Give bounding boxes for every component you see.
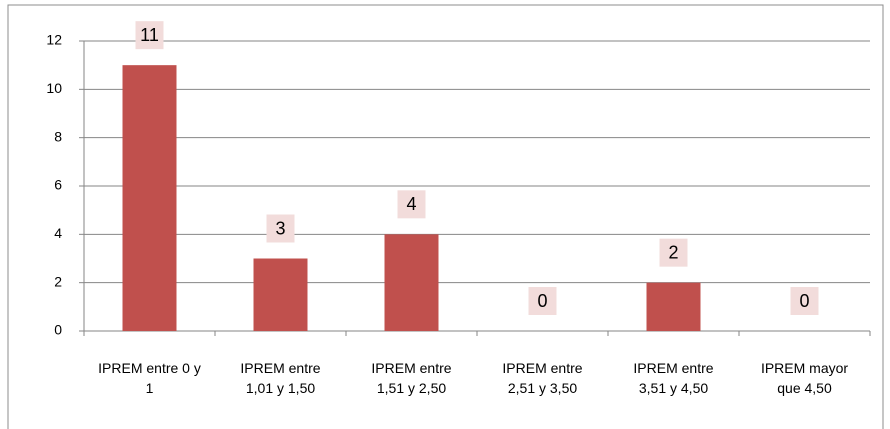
data-label-box xyxy=(135,21,164,50)
data-label-box xyxy=(397,190,426,219)
data-label: 3 xyxy=(275,218,285,238)
bar xyxy=(122,65,177,332)
data-label: 11 xyxy=(140,25,159,45)
y-tick-label: 12 xyxy=(46,32,62,48)
chart-frame xyxy=(7,4,884,429)
y-tick-label: 2 xyxy=(54,273,62,289)
bar xyxy=(384,234,439,331)
x-tick-label: IPREM entre 2,51 y 3,50 xyxy=(502,360,583,396)
bar xyxy=(646,282,701,331)
y-tick-label: 0 xyxy=(54,322,62,338)
x-tick-label: IPREM entre 1,01 y 1,50 xyxy=(240,360,321,396)
y-tick-label: 4 xyxy=(54,225,62,241)
x-tick-label: IPREM entre 1,51 y 2,50 xyxy=(371,360,452,396)
y-tick-label: 10 xyxy=(46,80,62,96)
data-label: 0 xyxy=(537,291,547,311)
x-tick-label: IPREM entre 0 y 1 xyxy=(98,360,201,396)
data-label: 0 xyxy=(799,291,809,311)
data-label-box xyxy=(659,238,688,267)
bar xyxy=(253,258,308,331)
x-tick-label: IPREM entre 3,51 y 4,50 xyxy=(633,360,714,396)
data-label: 2 xyxy=(668,242,678,262)
y-tick-label: 8 xyxy=(54,128,62,144)
data-label-box xyxy=(528,287,557,315)
data-label: 4 xyxy=(406,194,416,214)
x-tick-label: IPREM mayor que 4,50 xyxy=(760,360,849,396)
data-label-box xyxy=(790,287,819,315)
data-label-box xyxy=(266,214,295,243)
y-tick-label: 6 xyxy=(54,177,62,193)
